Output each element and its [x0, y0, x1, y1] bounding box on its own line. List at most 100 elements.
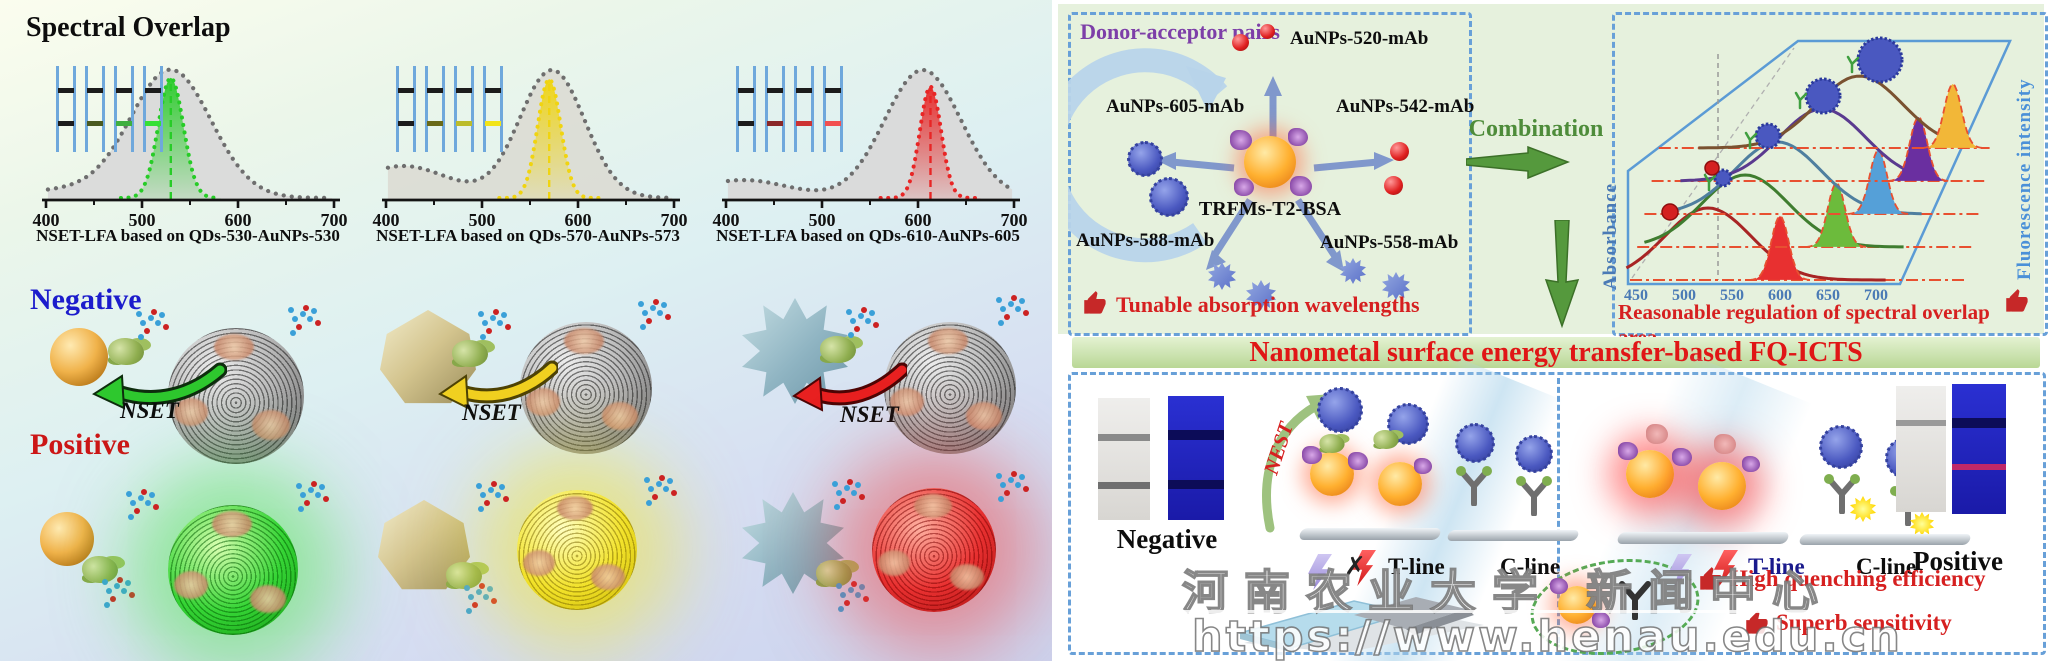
lfa-strip-inset: [736, 66, 843, 152]
mycotoxin-molecule: [106, 588, 112, 594]
svg-text:500: 500: [1672, 287, 1696, 302]
spectral-regulation-panel: [1612, 12, 2048, 336]
aunp-542-icon: [1390, 142, 1409, 161]
svg-text:700: 700: [1001, 210, 1028, 228]
mini-lfa-strip: [736, 66, 756, 152]
lfa-strip-inset: [396, 66, 503, 152]
svg-text:600: 600: [565, 210, 592, 228]
nset-arrow-yellow: [438, 360, 558, 410]
donor-acceptor-diagram: [1068, 48, 1394, 272]
chart-caption: NSET-LFA based on QDs-610-AuNPs-605: [716, 226, 1020, 245]
svg-text:700: 700: [1864, 287, 1888, 302]
antibody-blob: [820, 336, 856, 363]
mycotoxin-molecule: [836, 490, 842, 496]
positive-strip-fluorescence: [1952, 384, 2006, 514]
tline-label: T-line: [1388, 554, 1445, 579]
emitting-qd-sphere-yellow: [517, 490, 637, 610]
mini-lfa-strip: [454, 66, 474, 152]
thumbs-up-icon: [2004, 288, 2031, 315]
trfm-label: TRFMs-T2-BSA: [1198, 198, 1342, 220]
svg-text:700: 700: [661, 210, 688, 228]
combination-label: Combination: [1468, 116, 1604, 142]
aunp-558-label: AuNPs-558-mAb: [1320, 232, 1459, 253]
cline-label: C-line: [1856, 554, 1917, 579]
mycotoxin-molecule: [130, 500, 136, 506]
aunp-flower: [1455, 423, 1495, 463]
down-arrow-icon: [1544, 220, 1580, 329]
donor-acceptor-title: Donor-acceptor pairs: [1080, 19, 1280, 44]
bsa-blob: [1348, 452, 1368, 470]
aunp-gold-sphere: [40, 512, 94, 566]
panel-divider: [1557, 378, 1560, 643]
svg-text:400: 400: [373, 210, 400, 228]
donor-acceptor-panel: [1068, 12, 1472, 336]
capture-antibody-icon: [1824, 474, 1860, 514]
aunp-flower: [1515, 435, 1553, 473]
quenched-qd-sphere: [520, 322, 652, 454]
svg-text:400: 400: [33, 210, 60, 228]
capture-antibody-icon: [1516, 476, 1552, 516]
bsa-blob: [1288, 128, 1308, 146]
mycotoxin-molecule: [292, 316, 298, 322]
mycotoxin-molecule: [300, 492, 306, 498]
aunp-605-label: AuNPs-605-mAb: [1106, 96, 1245, 117]
negative-strip-fluorescence: [1168, 396, 1224, 520]
mini-lfa-strip: [143, 66, 163, 152]
mechanism-pane: Donor-acceptor pairs AuNPs-520-mAb AuNPs…: [1052, 0, 2048, 661]
aunp-gold-sphere: [50, 328, 108, 386]
aunp-flower: [1317, 387, 1363, 433]
positive-result-label: Positive: [1913, 546, 2003, 576]
mycotoxin-molecule: [648, 486, 654, 492]
mycotoxin-molecule: [480, 492, 486, 498]
aunp-605-icon: [1127, 141, 1163, 177]
spectral-overlap-pane: Spectral Overlap 400 500 600 700 400 500 600 7…: [0, 0, 1052, 661]
bsa-blob: [1234, 178, 1254, 196]
cline-platform: [1446, 530, 1580, 541]
svg-text:500: 500: [469, 210, 496, 228]
thumbs-up-icon: [1082, 290, 1109, 317]
thumbs-up-icon: [1698, 566, 1725, 593]
svg-text:650: 650: [1816, 287, 1840, 302]
aunp-588-label: AuNPs-588-mAb: [1076, 230, 1215, 251]
aunp-542-icon: [1384, 176, 1403, 195]
bsa-blob: [1742, 456, 1760, 472]
svg-text:600: 600: [1768, 287, 1792, 302]
svg-text:700: 700: [321, 210, 348, 228]
mycotoxin-molecule: [482, 320, 488, 326]
mycotoxin-molecule: [840, 592, 846, 598]
no-emission-cross-icon: ✗: [1344, 552, 1366, 582]
bsa-blob: [1290, 176, 1312, 196]
aunp-520-icon: [1260, 24, 1275, 39]
quenched-qd-sphere: [884, 322, 1016, 454]
svg-text:450: 450: [1624, 287, 1648, 302]
antibody-icon: [1619, 581, 1651, 620]
nset-arrow-red: [792, 362, 907, 412]
negative-result-label: Negative: [1116, 524, 1218, 554]
free-antibody-blob: [1714, 434, 1736, 454]
mycotoxin-molecule: [468, 594, 474, 600]
trfm-sphere-emitting: [1698, 462, 1746, 510]
mini-lfa-strip: [56, 66, 76, 152]
capture-antibody-icon: [1456, 466, 1492, 506]
tunable-label: Tunable absorption wavelengths: [1116, 292, 1420, 317]
high-quench-label: High quenching efficiency: [1730, 566, 1986, 591]
svg-text:500: 500: [809, 210, 836, 228]
aunp-flower: [1819, 425, 1863, 469]
thumbs-up-icon: [1744, 610, 1771, 637]
cline-label: C-line: [1500, 554, 1561, 579]
free-antibody-blob: [1646, 424, 1668, 444]
negative-strip-photo: [1098, 398, 1150, 520]
superb-sensitivity-label: Superb sensitivity: [1776, 610, 1952, 635]
antibody-blob: [82, 556, 118, 583]
lfa-strip-3d-icon: [1237, 597, 1484, 653]
nset-label: NSET: [840, 402, 899, 427]
mycotoxin-molecule: [1000, 306, 1006, 312]
positive-strip-photo: [1896, 386, 1946, 512]
mycotoxin-molecule: [642, 310, 648, 316]
antibody-blob: [1373, 430, 1399, 449]
mycotoxin-molecule: [140, 320, 146, 326]
bsa-blob: [1592, 612, 1610, 628]
bsa-blob: [1672, 448, 1692, 466]
antibody-blob: [108, 338, 144, 365]
